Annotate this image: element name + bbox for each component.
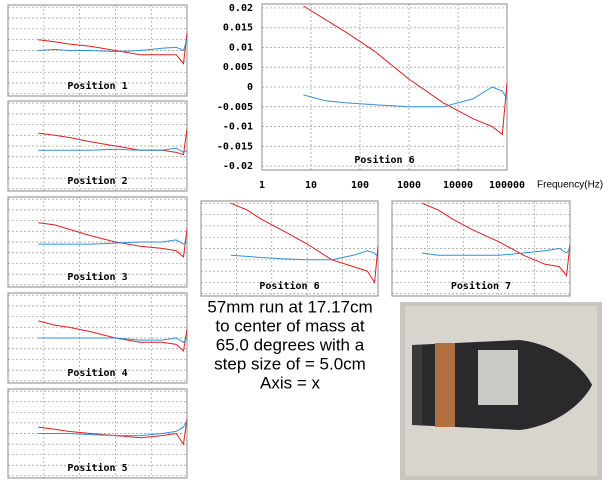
- chart: Position 5: [7, 388, 188, 479]
- chart: Position 2: [7, 100, 188, 192]
- y-tick-label: 0.005: [223, 62, 253, 73]
- y-tick-label: -0.015: [217, 141, 253, 152]
- x-tick-label: 10000: [443, 180, 473, 191]
- chart-title: Position 1: [67, 80, 127, 92]
- x-tick-label: 1000: [397, 180, 421, 191]
- series-line: [38, 418, 188, 446]
- chart: Position 7: [391, 200, 571, 297]
- caption-line: step size of = 5.0cm: [214, 354, 366, 373]
- y-tick-label: 0.015: [223, 23, 253, 34]
- x-tick-label: 10: [305, 180, 317, 191]
- series-line: [38, 147, 188, 153]
- series-line: [422, 247, 571, 256]
- series-line: [230, 250, 379, 261]
- chart: Position 1: [7, 4, 188, 97]
- chart: Position 4: [7, 292, 188, 384]
- chart-title: Position 2: [67, 175, 127, 187]
- caption-line: to center of mass at: [215, 316, 365, 335]
- projectile-base: [412, 345, 422, 425]
- series-line: [303, 5, 508, 136]
- y-tick-label: 0.01: [229, 42, 253, 53]
- series-line: [38, 39, 188, 53]
- copper-band: [435, 343, 455, 427]
- x-axis-label: Frequency(Hz): [537, 180, 603, 191]
- chart: Position 3: [7, 196, 188, 288]
- series-line: [38, 128, 188, 156]
- series-line: [38, 337, 188, 343]
- caption-line: Axis = x: [260, 373, 320, 392]
- y-tick-label: -0.01: [223, 122, 253, 133]
- chart-title: Position 3: [67, 271, 127, 283]
- x-tick-label: 100: [351, 180, 369, 191]
- caption-line: 65.0 degrees with a: [216, 335, 365, 354]
- y-tick-label: 0.02: [229, 3, 253, 14]
- series-line: [230, 202, 379, 284]
- series-line: [303, 86, 508, 108]
- chart-title: Position 6: [354, 154, 414, 166]
- caption-line: 57mm run at 17.17cm: [207, 297, 372, 316]
- series-line: [38, 420, 188, 437]
- photo: [400, 302, 602, 480]
- series-line: [38, 320, 188, 352]
- y-tick-label: 0: [247, 82, 253, 93]
- x-tick-label: 100000: [489, 180, 525, 191]
- chart-title: Position 7: [451, 280, 511, 292]
- chart: Position 6: [200, 200, 379, 297]
- chart-title: Position 5: [67, 462, 127, 474]
- x-tick-label: 1: [259, 180, 265, 191]
- y-tick-label: -0.005: [217, 102, 253, 113]
- chart-title: Position 6: [259, 280, 319, 292]
- chart: -0.02 -0.015 -0.01 -0.005 0 0.005 0.01 0.015 0.0…: [217, 3, 603, 191]
- series-line: [38, 239, 188, 245]
- series-line: [38, 222, 188, 258]
- series-line: [421, 202, 571, 277]
- y-tick-label: -0.02: [223, 161, 253, 172]
- series-line: [38, 33, 188, 65]
- label-tape: [478, 350, 518, 405]
- chart-title: Position 4: [67, 367, 127, 379]
